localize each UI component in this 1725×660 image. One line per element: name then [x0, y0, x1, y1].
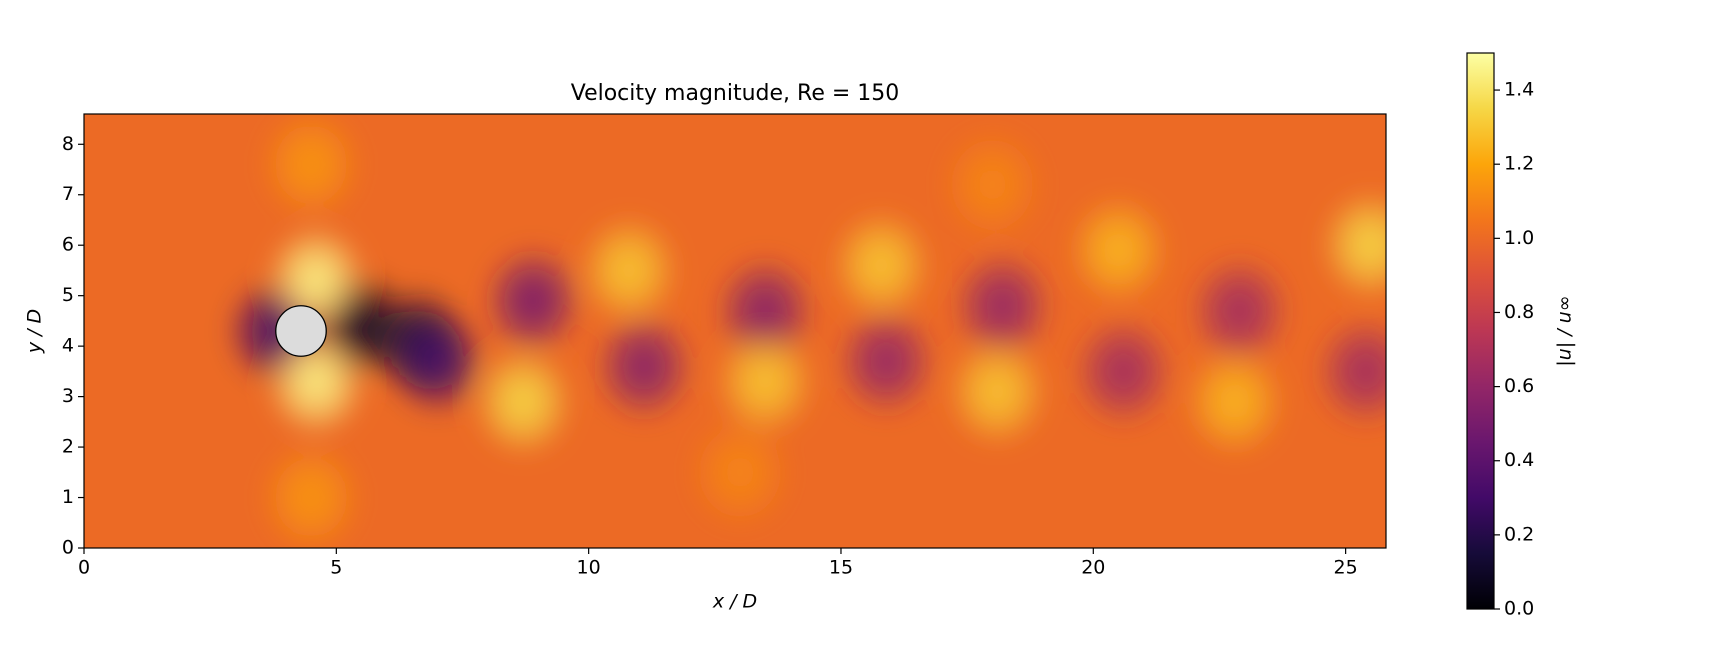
- field-feature: [386, 305, 488, 417]
- plot-frame: [83, 113, 1387, 549]
- field-feature: [946, 336, 1048, 448]
- y-tick-label: 1: [62, 486, 74, 508]
- colorbar-label: |u| / u∞: [1554, 295, 1576, 366]
- y-tick-label: 5: [62, 284, 74, 306]
- y-tick-label: 3: [62, 385, 74, 407]
- y-axis-label: y / D: [24, 309, 46, 354]
- chart-title: Velocity magnitude, Re = 150: [571, 81, 900, 106]
- field-feature: [593, 310, 695, 422]
- y-tick-label: 4: [62, 335, 74, 357]
- x-tick-label: 5: [330, 557, 342, 579]
- x-tick-label: 0: [78, 557, 90, 579]
- x-axis-label: x / D: [712, 591, 757, 613]
- y-tick-label: 8: [62, 133, 74, 155]
- colorbar-tick-label: 1.0: [1504, 227, 1534, 249]
- colorbar-tick-label: 0.0: [1504, 598, 1534, 620]
- colorbar-tick-label: 0.2: [1504, 523, 1534, 545]
- cylinder: [275, 305, 327, 357]
- field-feature: [952, 250, 1053, 362]
- field-feature: [1068, 194, 1169, 306]
- y-tick-label: 6: [62, 234, 74, 256]
- field-feature: [260, 442, 362, 548]
- field-feature: [941, 129, 1043, 241]
- y-tick-label: 0: [62, 537, 74, 559]
- colorbar-tick-label: 1.4: [1504, 79, 1534, 101]
- field-feature: [482, 245, 584, 357]
- field-features: [225, 114, 1386, 548]
- field-feature: [689, 416, 791, 528]
- field-feature: [830, 209, 932, 321]
- x-tick-label: 25: [1334, 557, 1358, 579]
- field: [84, 114, 1386, 548]
- x-tick-label: 15: [829, 557, 853, 579]
- field-feature: [1320, 189, 1386, 301]
- field-feature: [578, 214, 680, 326]
- field-feature: [1189, 255, 1291, 367]
- field-feature: [260, 114, 362, 220]
- field-feature: [1315, 315, 1386, 427]
- colorbar: [1466, 52, 1495, 610]
- field-feature: [1073, 315, 1175, 427]
- field-feature: [1184, 346, 1286, 458]
- colorbar-tick-label: 0.6: [1504, 375, 1534, 397]
- y-tick-label: 2: [62, 436, 74, 458]
- colorbar-tick-label: 0.8: [1504, 301, 1534, 323]
- x-tick-label: 20: [1081, 557, 1105, 579]
- field-feature: [714, 325, 816, 437]
- colorbar-tick-label: 0.4: [1504, 449, 1534, 471]
- x-tick-label: 10: [577, 557, 601, 579]
- field-feature: [472, 346, 574, 458]
- colorbar-tick-label: 1.2: [1504, 153, 1534, 175]
- y-tick-label: 7: [62, 183, 74, 205]
- field-feature: [835, 305, 937, 417]
